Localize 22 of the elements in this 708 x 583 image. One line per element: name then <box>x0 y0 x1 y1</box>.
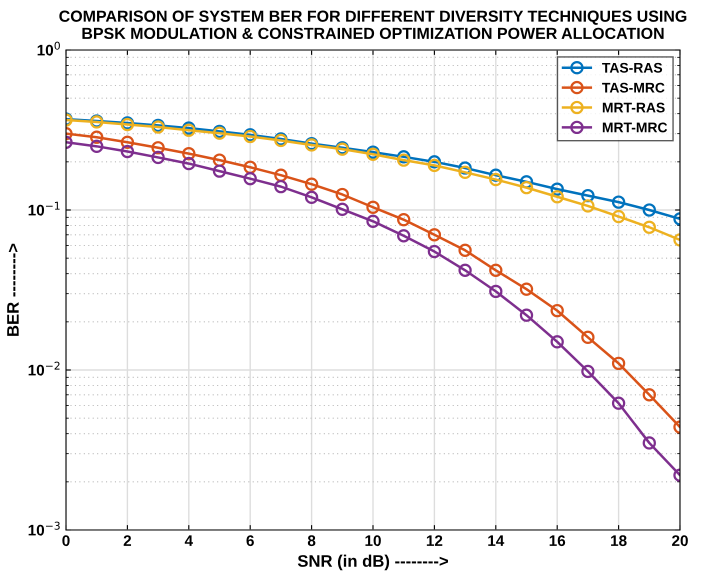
chart-title: COMPARISON OF SYSTEM BER FOR DIFFERENT DIVERSITY TECHNIQUES USING BPSK MODULATION & CONSTRAINED OPTIMIZATION POWER ALLOCATION <box>59 10 686 40</box>
legend-label: TAS-RAS <box>602 62 662 73</box>
legend-label: MRT-RAS <box>602 102 665 112</box>
x-tick-label: 8 <box>308 535 316 546</box>
x-axis-title: SNR (in dB) --------> <box>298 554 448 570</box>
y-axis-title: BER --------> <box>7 244 19 336</box>
x-tick-label: 12 <box>426 535 442 546</box>
x-tick-label: 20 <box>672 535 688 546</box>
y-tick-label: 10$^{0}$ <box>38 42 60 56</box>
y-tick-label: 10$^{−1}$ <box>28 202 60 216</box>
x-tick-label: 4 <box>184 535 193 546</box>
y-tick-label: 10$^{−2}$ <box>28 362 60 376</box>
x-tick-label: 6 <box>246 535 254 546</box>
x-tick-label: 18 <box>611 535 627 546</box>
x-tick-label: 16 <box>550 535 566 546</box>
y-tick-label: 10$^{−3}$ <box>28 522 60 536</box>
x-tick-label: 2 <box>124 535 132 546</box>
legend-label: TAS-MRC <box>602 82 665 93</box>
x-tick-label: 14 <box>488 535 504 546</box>
x-tick-label: 10 <box>365 535 381 546</box>
legend-label: MRT-MRC <box>602 122 668 132</box>
x-tick-label: 0 <box>62 535 70 546</box>
